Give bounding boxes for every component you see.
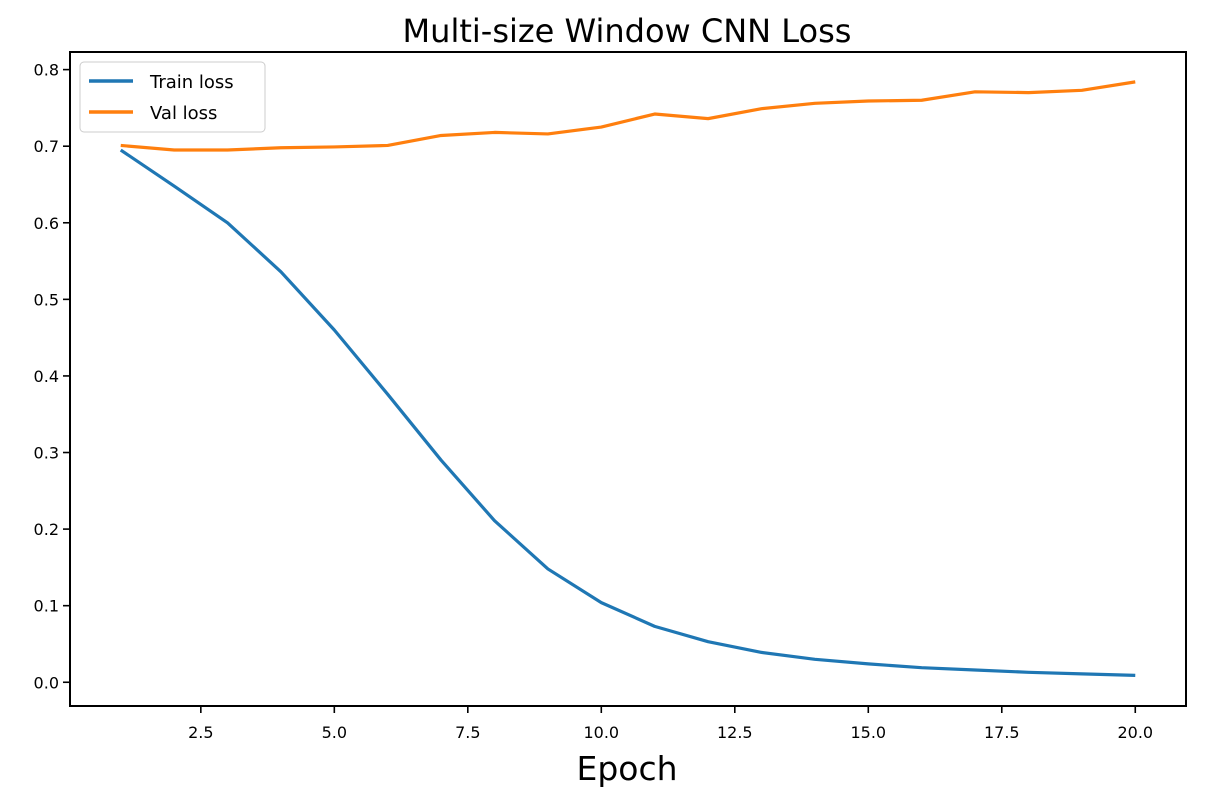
series-line-val-loss <box>120 80 1136 152</box>
x-tick-label: 5.0 <box>322 723 347 742</box>
x-tick-label: 15.0 <box>850 723 886 742</box>
y-tick-label: 0.3 <box>34 444 59 463</box>
x-tick-label: 7.5 <box>455 723 480 742</box>
x-axis: 2.5 5.0 7.5 10.0 12.5 15.0 17.5 20.0 <box>188 706 1153 742</box>
legend-label-train-loss: Train loss <box>149 72 234 93</box>
x-tick-label: 10.0 <box>583 723 619 742</box>
x-tick-label: 2.5 <box>188 723 213 742</box>
y-tick-label: 0.7 <box>34 137 59 156</box>
x-axis-label: Epoch <box>576 749 677 788</box>
series-line-train-loss <box>119 148 1136 677</box>
y-tick-label: 0.6 <box>34 214 59 233</box>
y-tick-label: 0.1 <box>34 597 59 616</box>
plot-frame <box>69 51 1187 707</box>
y-tick-label: 0.2 <box>34 520 59 539</box>
y-tick-label: 0.8 <box>34 61 59 80</box>
data-lines <box>119 80 1136 677</box>
x-tick-label: 17.5 <box>984 723 1020 742</box>
x-tick-label: 12.5 <box>717 723 753 742</box>
y-tick-label: 0.4 <box>34 367 59 386</box>
y-tick-label: 0.5 <box>34 290 59 309</box>
y-axis: 0.0 0.1 0.2 0.3 0.4 0.5 0.6 0.7 0.8 <box>34 61 70 692</box>
legend-label-val-loss: Val loss <box>150 103 217 124</box>
legend: Train loss Val loss <box>79 61 266 133</box>
chart-title: Multi-size Window CNN Loss <box>403 12 852 50</box>
x-tick-label: 20.0 <box>1117 723 1153 742</box>
y-tick-label: 0.0 <box>34 673 59 692</box>
